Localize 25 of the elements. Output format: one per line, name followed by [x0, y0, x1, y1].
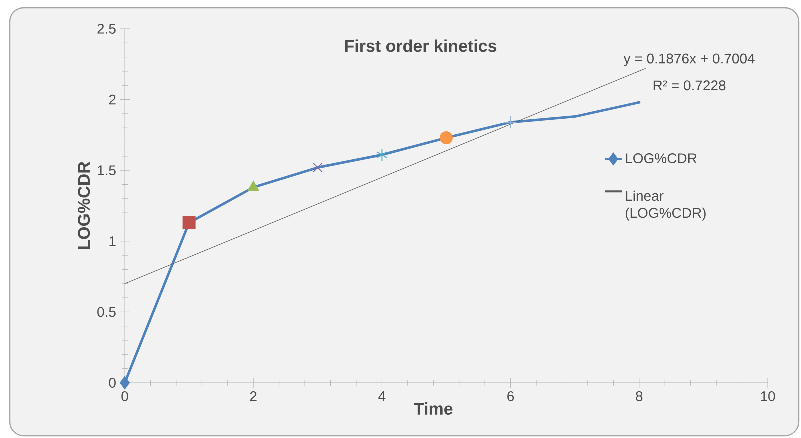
point: [120, 376, 130, 390]
legend-label: Linear (LOG%CDR): [626, 190, 706, 221]
chart-title: First order kinetics: [345, 40, 497, 52]
point: [376, 148, 388, 162]
point: [440, 132, 453, 145]
x-axis-title: Time: [414, 402, 453, 416]
y-tick-label: 0: [109, 378, 116, 388]
x-tick-label: 2: [250, 392, 257, 402]
x-tick-label: 10: [761, 392, 776, 402]
annotation: y = 0.1876x + 0.7004: [624, 54, 755, 66]
y-tick-label: 1.5: [98, 166, 116, 176]
legend-label: LOG%CDR: [626, 154, 697, 164]
x-tick-label: 4: [378, 392, 386, 402]
point: [182, 216, 196, 230]
annotation: R² = 0.7228: [654, 80, 726, 91]
x-tick-label: 6: [508, 392, 514, 402]
y-tick-label: 1: [110, 236, 116, 246]
x-tick-label: 0: [122, 392, 128, 402]
x-tick-label: 8: [636, 392, 643, 402]
point: [504, 116, 518, 129]
y-tick-label: 2: [109, 94, 116, 105]
y-axis-title: LOG%CDR: [78, 162, 90, 250]
point: [248, 181, 260, 192]
y-tick-label: 2.5: [98, 24, 116, 34]
y-tick-label: 0.5: [98, 307, 116, 318]
